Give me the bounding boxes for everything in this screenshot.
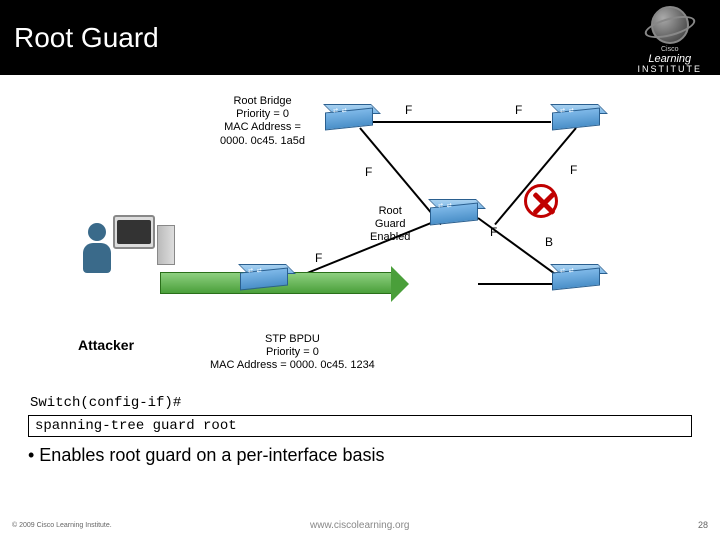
- stp-bpdu-info: STP BPDU Priority = 0 MAC Address = 0000…: [210, 333, 375, 373]
- bpdu-line3: MAC Address = 0000. 0c45. 1234: [210, 359, 375, 372]
- root-guard-enabled-label: Root Guard Enabled: [370, 205, 410, 245]
- switch-middle: ⇄ ⇄: [430, 205, 478, 229]
- title-bar: Root Guard Cisco Learning INSTITUTE: [0, 0, 720, 75]
- network-diagram: ⇄ ⇄ ⇄ ⇄ ⇄ ⇄ ⇄ ⇄ ⇄ ⇄ Root Bridge Priority…: [0, 75, 720, 375]
- port-f6: F: [490, 225, 497, 239]
- root-bridge-line3: MAC Address =: [220, 121, 305, 134]
- footer-copyright: © 2009 Cisco Learning Institute.: [12, 522, 112, 529]
- port-f3: F: [365, 165, 372, 179]
- bpdu-line1: STP BPDU: [210, 333, 375, 346]
- logo-sub-text: INSTITUTE: [638, 65, 703, 74]
- pc-tower-icon: [157, 225, 175, 265]
- port-f5: F: [315, 251, 322, 265]
- switch-right: ⇄ ⇄: [552, 110, 600, 134]
- root-bridge-line1: Root Bridge: [220, 95, 305, 108]
- port-f4: F: [570, 163, 577, 177]
- attacker-workstation: [75, 215, 165, 295]
- bullet-description: • Enables root guard on a per-interface …: [28, 445, 385, 466]
- root-bridge-info: Root Bridge Priority = 0 MAC Address = 0…: [220, 95, 305, 148]
- port-b: B: [545, 235, 553, 249]
- blocked-port-icon: [530, 190, 558, 218]
- switch-root-bridge: ⇄ ⇄: [325, 110, 373, 134]
- port-f1: F: [405, 103, 412, 117]
- footer-page-number: 28: [698, 520, 708, 530]
- logo-cisco-text: Cisco: [638, 46, 703, 53]
- link-mid-rightlow-horizontal: [478, 283, 558, 285]
- bpdu-line2: Priority = 0: [210, 346, 375, 359]
- switch-right-lower: ⇄ ⇄: [552, 270, 600, 294]
- footer-url: www.ciscolearning.org: [310, 520, 410, 531]
- monitor-icon: [113, 215, 155, 249]
- rg-line2: Guard: [370, 218, 410, 231]
- link-root-right: [373, 121, 551, 123]
- port-f2: F: [515, 103, 522, 117]
- rg-line3: Enabled: [370, 231, 410, 244]
- rg-line1: Root: [370, 205, 410, 218]
- slide-title: Root Guard: [14, 22, 159, 54]
- cli-prompt: Switch(config-if)#: [30, 395, 181, 411]
- globe-icon: [651, 6, 689, 44]
- switch-left-lower: ⇄ ⇄: [240, 270, 288, 294]
- attacker-label: Attacker: [78, 337, 134, 353]
- root-bridge-line2: Priority = 0: [220, 108, 305, 121]
- cli-command: spanning-tree guard root: [28, 415, 692, 437]
- cisco-learning-logo: Cisco Learning INSTITUTE: [638, 6, 703, 74]
- root-bridge-line4: 0000. 0c45. 1a5d: [220, 135, 305, 148]
